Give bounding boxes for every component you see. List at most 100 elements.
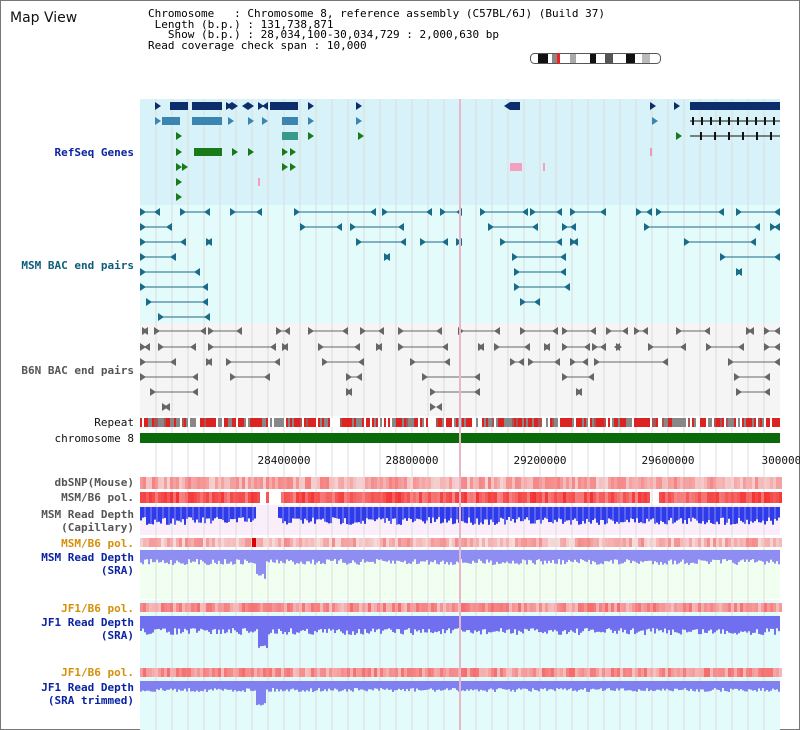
depth-bar <box>212 681 214 691</box>
depth-bar <box>760 681 762 691</box>
depth-bar <box>366 507 368 519</box>
heat-cell <box>719 492 722 503</box>
heat-cell <box>323 538 326 547</box>
gene-arrow <box>556 208 562 216</box>
gene-arrow <box>774 358 780 366</box>
repeat-segment <box>590 418 592 427</box>
heat-cell <box>662 538 665 547</box>
repeat-segment <box>404 418 406 427</box>
heat-cell <box>248 668 251 677</box>
heat-cell <box>455 603 458 612</box>
heat-cell <box>314 538 317 547</box>
repeat-segment <box>372 418 374 427</box>
heat-cell <box>308 492 311 503</box>
depth-bar <box>494 616 496 632</box>
depth-bar <box>734 681 736 689</box>
gene-arrow <box>570 208 576 216</box>
heat-cell <box>305 492 308 503</box>
heat-cell <box>350 668 353 677</box>
heat-cell <box>488 538 491 547</box>
depth-bar <box>708 550 710 565</box>
repeat-segment <box>402 418 404 427</box>
depth-bar <box>484 507 486 520</box>
repeat-segment <box>156 418 158 427</box>
gene-arrow <box>140 283 146 291</box>
depth-bar <box>768 616 770 632</box>
chromosome-track-label: chromosome 8 <box>54 432 134 445</box>
heat-cell <box>374 477 377 489</box>
repeat-segment <box>194 418 196 427</box>
heat-cell <box>665 538 668 547</box>
depth-bar <box>324 507 326 522</box>
depth-bar <box>372 550 374 562</box>
depth-bar <box>192 507 194 521</box>
heat-cell <box>356 668 359 677</box>
depth-bar <box>524 507 526 520</box>
heat-cell <box>464 603 467 612</box>
gene-arrow <box>270 343 276 351</box>
depth-bar <box>456 550 458 562</box>
depth-bar <box>570 681 572 689</box>
gene-arrow <box>354 343 360 351</box>
depth-bar <box>386 507 388 519</box>
heat-cell <box>749 477 752 489</box>
depth-bar <box>720 681 722 692</box>
depth-bar <box>642 550 644 563</box>
depth-bar <box>190 616 192 629</box>
heat-cell <box>614 538 617 547</box>
depth-bar <box>342 616 344 634</box>
heat-cell <box>638 477 641 489</box>
depth-bar <box>336 550 338 564</box>
gene-arrow <box>232 148 238 156</box>
depth-bar <box>584 681 586 689</box>
heat-cell <box>536 538 539 547</box>
heat-cell <box>740 538 743 547</box>
gene-exon <box>719 117 721 125</box>
depth-bar <box>756 616 758 630</box>
heat-cell <box>431 492 434 503</box>
chromosome-ideogram[interactable] <box>530 53 662 64</box>
repeat-segment <box>678 418 680 427</box>
heat-cell <box>608 603 611 612</box>
heat-cell <box>671 668 674 677</box>
depth-bar <box>358 681 360 691</box>
depth-bar <box>766 507 768 522</box>
repeat-segment <box>618 418 620 427</box>
depth-bar <box>744 616 746 632</box>
repeat-segment <box>502 418 504 427</box>
depth-bar <box>708 616 710 631</box>
gene-arrow <box>570 358 576 366</box>
depth-bar <box>500 507 502 518</box>
b6n-bac-features[interactable] <box>140 327 780 411</box>
msm-bac-features[interactable] <box>140 208 780 321</box>
depth-bar <box>478 507 480 525</box>
repeat-segment <box>286 418 288 427</box>
depth-bar <box>448 681 450 691</box>
heat-cell <box>191 477 194 489</box>
heat-cell <box>359 538 362 547</box>
refseq-gene-features[interactable] <box>155 102 780 201</box>
depth-bar <box>594 681 596 690</box>
depth-bar <box>526 681 528 690</box>
gene-arrow <box>544 343 550 351</box>
heat-cell <box>491 492 494 503</box>
repeat-segment <box>164 418 166 427</box>
depth-bar <box>724 507 726 525</box>
heat-cell <box>314 492 317 503</box>
heat-cell <box>395 668 398 677</box>
depth-bar <box>414 616 416 630</box>
depth-bar <box>144 550 146 560</box>
heat-cell <box>422 538 425 547</box>
heat-cell <box>647 603 650 612</box>
repeat-segment <box>288 418 290 427</box>
repeat-segment <box>504 418 506 427</box>
depth-bar <box>606 616 608 630</box>
heat-cell <box>701 492 704 503</box>
page-title: Map View <box>10 10 78 26</box>
repeat-segment <box>176 418 178 427</box>
depth-bar <box>388 616 390 629</box>
heat-cell <box>527 477 530 489</box>
heat-cell <box>572 477 575 489</box>
depth-bar <box>636 507 638 519</box>
